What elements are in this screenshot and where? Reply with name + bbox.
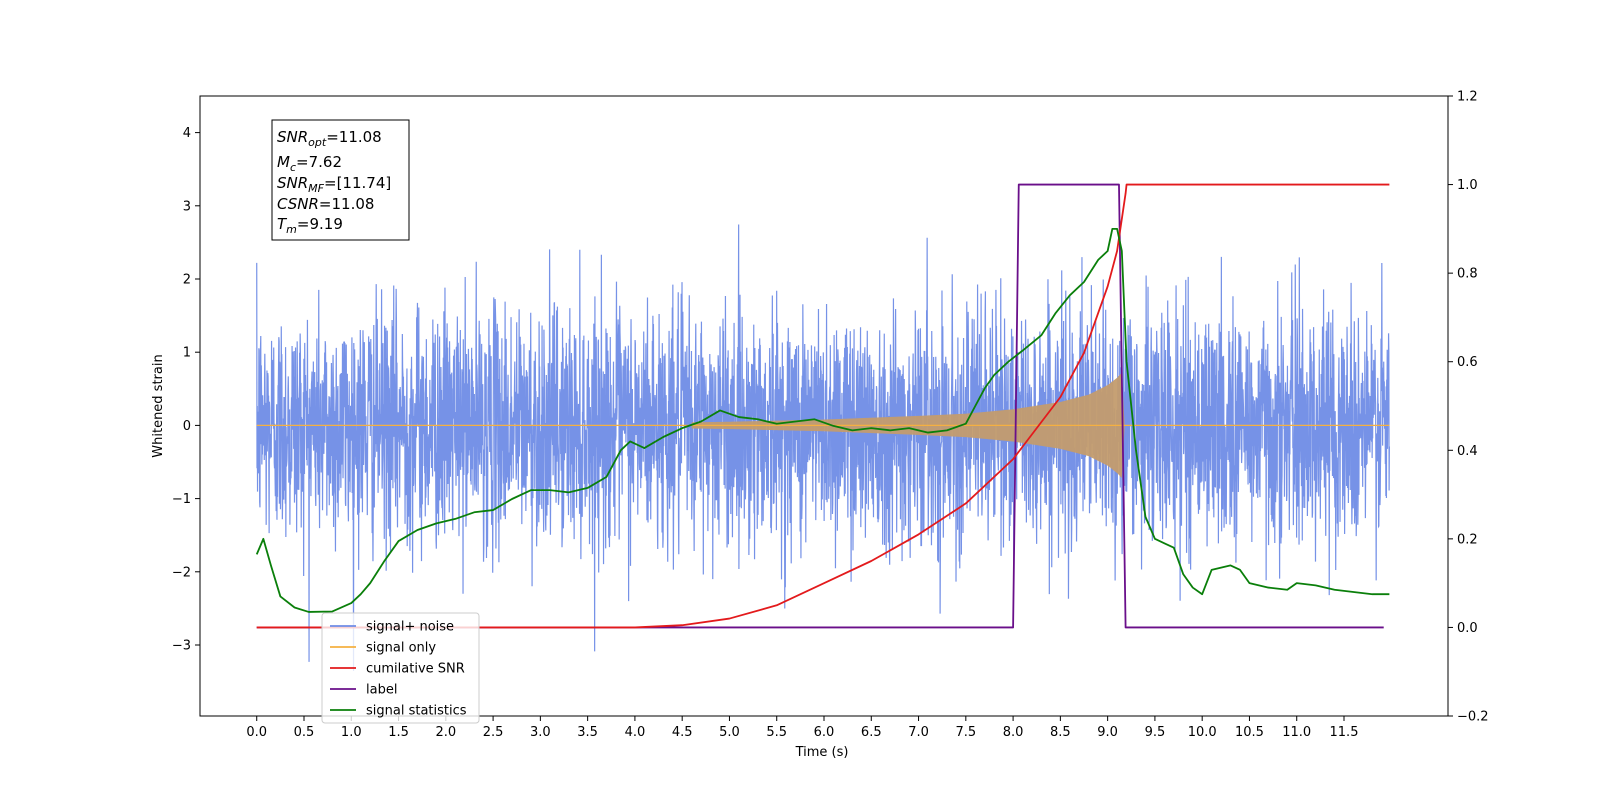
x-tick-label: 2.5 bbox=[483, 725, 504, 740]
x-tick-label: 0.5 bbox=[294, 725, 315, 740]
y2-tick-label: 1.2 bbox=[1457, 90, 1478, 105]
x-tick-label: 10.0 bbox=[1188, 725, 1217, 740]
y2-tick-label: 1.0 bbox=[1457, 178, 1478, 193]
y-tick-label: −2 bbox=[172, 565, 191, 580]
x-tick-label: 6.5 bbox=[861, 725, 882, 740]
series-cumulative-snr bbox=[256, 183, 1390, 629]
y2-tick-label: 0.6 bbox=[1457, 355, 1478, 370]
y-axis-right: −0.2 0.0 0.2 0.4 0.6 0.8 1.0 1.2 bbox=[1448, 90, 1489, 725]
x-tick-label: 3.5 bbox=[577, 725, 598, 740]
y2-tick-label: 0.2 bbox=[1457, 532, 1478, 547]
y-tick-label: 4 bbox=[183, 126, 191, 141]
y-axis-label: Whitened strain bbox=[151, 354, 166, 457]
legend-label: label bbox=[366, 683, 397, 698]
y-tick-label: 0 bbox=[183, 419, 191, 434]
x-tick-label: 11.5 bbox=[1330, 725, 1359, 740]
x-tick-label: 5.0 bbox=[719, 725, 740, 740]
x-tick-label: 0.0 bbox=[246, 725, 267, 740]
x-tick-label: 1.0 bbox=[341, 725, 362, 740]
annotation-tm: Tm=9.19 bbox=[277, 215, 343, 236]
y-axis-left: −3 −2 −1 0 1 2 3 4 bbox=[172, 126, 200, 653]
x-tick-label: 8.0 bbox=[1003, 725, 1024, 740]
y2-tick-label: 0.4 bbox=[1457, 444, 1478, 459]
legend-label: signal only bbox=[366, 641, 436, 656]
x-tick-label: 8.5 bbox=[1050, 725, 1071, 740]
x-tick-label: 10.5 bbox=[1235, 725, 1264, 740]
legend-label: cumilative SNR bbox=[366, 662, 465, 677]
plot-area bbox=[255, 183, 1390, 671]
x-tick-label: 9.5 bbox=[1145, 725, 1166, 740]
x-tick-label: 7.5 bbox=[955, 725, 976, 740]
series-signal-statistics bbox=[255, 227, 1390, 613]
series-signal-noise bbox=[256, 224, 1390, 671]
legend-label: signal statistics bbox=[366, 704, 467, 719]
y2-tick-label: 0.0 bbox=[1457, 621, 1478, 636]
x-tick-label: 9.0 bbox=[1097, 725, 1118, 740]
annotation-snr-mf: SNRMF=[11.74] bbox=[277, 174, 391, 195]
y-tick-label: −1 bbox=[172, 492, 191, 507]
x-tick-label: 4.5 bbox=[672, 725, 693, 740]
legend-label: signal+ noise bbox=[366, 620, 454, 635]
y2-tick-label: 0.8 bbox=[1457, 267, 1478, 282]
y-tick-label: 3 bbox=[183, 199, 191, 214]
x-tick-label: 5.5 bbox=[766, 725, 787, 740]
x-axis-label: Time (s) bbox=[795, 745, 849, 760]
y-tick-label: 2 bbox=[183, 272, 191, 287]
y2-tick-label: −0.2 bbox=[1457, 710, 1489, 725]
x-tick-label: 1.5 bbox=[388, 725, 409, 740]
x-tick-label: 11.0 bbox=[1282, 725, 1311, 740]
y-tick-label: −3 bbox=[172, 638, 191, 653]
legend: signal+ noise signal only cumilative SNR la… bbox=[321, 612, 480, 724]
annotation-mc: Mc=7.62 bbox=[277, 153, 342, 174]
annotation-csnr: CSNR=11.08 bbox=[277, 195, 374, 213]
x-tick-label: 6.0 bbox=[814, 725, 835, 740]
x-tick-label: 4.0 bbox=[625, 725, 646, 740]
x-tick-label: 3.0 bbox=[530, 725, 551, 740]
y-tick-label: 1 bbox=[183, 346, 191, 361]
x-tick-label: 7.0 bbox=[908, 725, 929, 740]
series-label bbox=[256, 183, 1384, 629]
x-tick-label: 2.0 bbox=[435, 725, 456, 740]
annotation-snr-opt: SNRopt=11.08 bbox=[277, 128, 382, 149]
x-axis: 0.0 0.5 1.0 1.5 2.0 2.5 3.0 3.5 4.0 4.5 5.0 5.5 6.0 6… bbox=[246, 716, 1358, 740]
annotation-box: SNRopt=11.08 Mc=7.62 SNRMF=[11.74] CSNR=… bbox=[271, 119, 410, 241]
